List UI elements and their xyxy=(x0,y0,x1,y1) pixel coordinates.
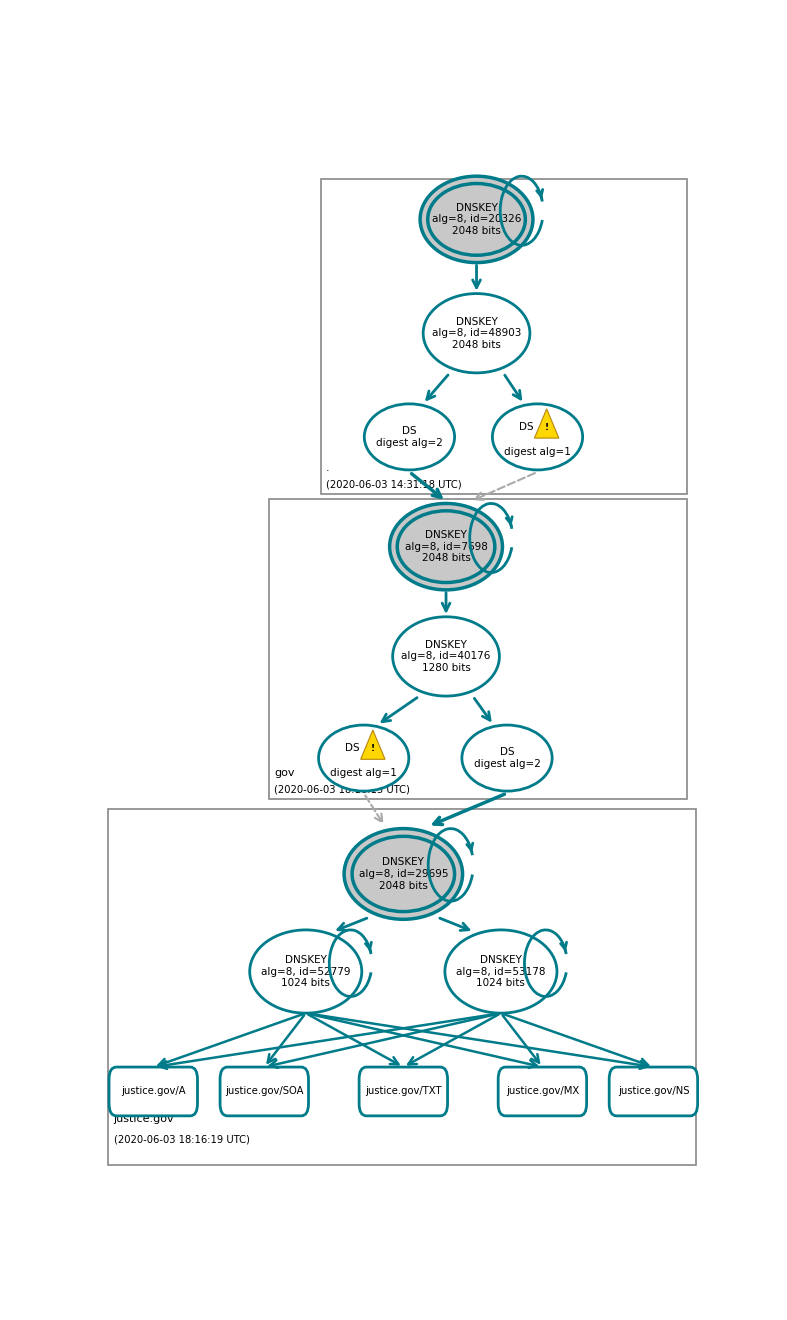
FancyBboxPatch shape xyxy=(609,1067,697,1115)
Text: justice.gov/SOA: justice.gov/SOA xyxy=(225,1086,304,1097)
Text: .: . xyxy=(326,463,330,474)
Ellipse shape xyxy=(462,725,552,791)
Text: DNSKEY
alg=8, id=20326
2048 bits: DNSKEY alg=8, id=20326 2048 bits xyxy=(432,203,521,236)
Text: justice.gov/A: justice.gov/A xyxy=(121,1086,186,1097)
Text: DNSKEY
alg=8, id=48903
2048 bits: DNSKEY alg=8, id=48903 2048 bits xyxy=(432,317,521,350)
Text: DNSKEY
alg=8, id=7698
2048 bits: DNSKEY alg=8, id=7698 2048 bits xyxy=(405,531,487,564)
Polygon shape xyxy=(360,730,385,759)
FancyBboxPatch shape xyxy=(109,1067,198,1115)
Text: DS
digest alg=2: DS digest alg=2 xyxy=(376,426,443,447)
Text: DNSKEY
alg=8, id=40176
1280 bits: DNSKEY alg=8, id=40176 1280 bits xyxy=(401,640,491,673)
Text: justice.gov/MX: justice.gov/MX xyxy=(506,1086,579,1097)
Text: (2020-06-03 18:16:19 UTC): (2020-06-03 18:16:19 UTC) xyxy=(113,1134,249,1144)
Text: (2020-06-03 18:16:15 UTC): (2020-06-03 18:16:15 UTC) xyxy=(274,784,410,795)
Text: digest alg=1: digest alg=1 xyxy=(504,447,571,457)
Text: DS: DS xyxy=(345,743,360,752)
Ellipse shape xyxy=(344,829,463,919)
Text: DNSKEY
alg=8, id=53178
1024 bits: DNSKEY alg=8, id=53178 1024 bits xyxy=(456,954,545,989)
Text: justice.gov/TXT: justice.gov/TXT xyxy=(365,1086,442,1097)
Ellipse shape xyxy=(393,616,500,696)
Ellipse shape xyxy=(352,837,455,912)
Ellipse shape xyxy=(319,725,408,791)
Polygon shape xyxy=(534,409,559,438)
Ellipse shape xyxy=(390,503,502,590)
Ellipse shape xyxy=(397,511,495,582)
Bar xyxy=(108,809,696,1164)
FancyBboxPatch shape xyxy=(498,1067,586,1115)
Bar xyxy=(321,178,687,494)
Text: gov: gov xyxy=(274,768,294,779)
Text: DS: DS xyxy=(519,421,534,432)
FancyBboxPatch shape xyxy=(220,1067,309,1115)
Ellipse shape xyxy=(493,404,582,470)
Text: justice.gov/NS: justice.gov/NS xyxy=(618,1086,689,1097)
Ellipse shape xyxy=(364,404,455,470)
FancyBboxPatch shape xyxy=(359,1067,448,1115)
Text: !: ! xyxy=(545,422,549,432)
Ellipse shape xyxy=(423,293,530,372)
Ellipse shape xyxy=(420,176,533,263)
Text: (2020-06-03 14:31:18 UTC): (2020-06-03 14:31:18 UTC) xyxy=(326,479,461,490)
Ellipse shape xyxy=(445,929,557,1014)
Ellipse shape xyxy=(427,183,526,255)
Text: DNSKEY
alg=8, id=29695
2048 bits: DNSKEY alg=8, id=29695 2048 bits xyxy=(359,858,448,891)
Text: DNSKEY
alg=8, id=52779
1024 bits: DNSKEY alg=8, id=52779 1024 bits xyxy=(261,954,350,989)
Ellipse shape xyxy=(249,929,362,1014)
Bar xyxy=(269,499,687,799)
Text: DS
digest alg=2: DS digest alg=2 xyxy=(474,747,541,768)
Text: !: ! xyxy=(371,744,375,754)
Text: justice.gov: justice.gov xyxy=(113,1114,174,1123)
Text: digest alg=1: digest alg=1 xyxy=(331,768,397,779)
